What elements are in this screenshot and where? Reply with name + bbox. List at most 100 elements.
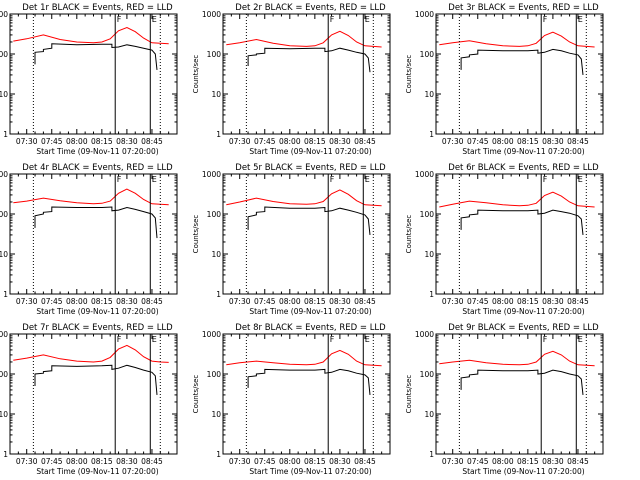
plot-frame: [9, 13, 178, 135]
x-tick-label: 08:45: [567, 457, 589, 466]
x-tick-label: 08:45: [567, 137, 589, 146]
x-tick-label: 08:45: [354, 457, 376, 466]
panel-9: Det 9r BLACK = Events, RED = LLD F E 1 10 100…: [405, 323, 604, 476]
plot-frame: [9, 333, 178, 455]
x-tick-label: 07:45: [41, 297, 63, 306]
events-series-line: [247, 368, 371, 395]
x-tick-label: 07:45: [254, 297, 276, 306]
x-axis-label: Start Time (09-Nov-11 07:20:00): [249, 147, 371, 156]
y-tick-label: 1000: [415, 10, 434, 19]
y-tick-label: 10: [211, 90, 221, 99]
x-tick-label: 08:30: [116, 137, 138, 146]
panel-3: Det 3r BLACK = Events, RED = LLD F E 1 10 100…: [405, 3, 604, 156]
y-tick-label: 10: [424, 250, 434, 259]
x-tick-label: 08:45: [141, 297, 163, 306]
y-axis-label: Counts/sec: [405, 55, 413, 94]
y-tick-label: 1: [3, 130, 8, 139]
lld-series-line: [439, 31, 595, 48]
marker-label: F: [543, 335, 548, 344]
y-tick-label: 10: [211, 410, 221, 419]
x-tick-label: 08:30: [542, 137, 564, 146]
y-tick-label: 100: [0, 50, 8, 59]
y-tick-label: 1000: [0, 330, 8, 339]
marker-label: E: [365, 175, 370, 184]
x-tick-label: 07:45: [254, 457, 276, 466]
x-axis-label: Start Time (09-Nov-11 07:20:00): [36, 467, 158, 476]
lld-series-line: [13, 26, 169, 45]
x-tick-label: 08:15: [91, 137, 113, 146]
y-tick-label: 1000: [415, 170, 434, 179]
marker-label: E: [152, 335, 157, 344]
events-series-line: [247, 206, 371, 235]
x-tick-label: 08:00: [492, 297, 514, 306]
panel-title: Det 1r BLACK = Events, RED = LLD: [22, 3, 173, 13]
panel-title: Det 6r BLACK = Events, RED = LLD: [448, 163, 599, 173]
y-tick-label: 1000: [0, 10, 8, 19]
x-tick-label: 08:45: [141, 137, 163, 146]
lld-series-line: [226, 349, 382, 367]
marker-label: F: [543, 15, 548, 24]
x-tick-label: 07:30: [442, 137, 464, 146]
x-tick-label: 07:30: [229, 137, 251, 146]
events-series-line: [34, 43, 158, 70]
lld-series-line: [13, 344, 169, 363]
x-tick-label: 07:30: [16, 297, 38, 306]
x-tick-label: 08:15: [517, 137, 539, 146]
x-tick-label: 08:00: [66, 457, 88, 466]
y-axis-label: Counts/sec: [192, 215, 200, 254]
marker-label: F: [543, 175, 548, 184]
x-tick-label: 08:15: [91, 297, 113, 306]
x-tick-label: 08:30: [116, 457, 138, 466]
x-axis-label: Start Time (09-Nov-11 07:20:00): [36, 307, 158, 316]
y-tick-label: 10: [0, 90, 8, 99]
marker-label: F: [330, 15, 335, 24]
x-tick-label: 08:15: [304, 137, 326, 146]
y-tick-label: 100: [207, 370, 222, 379]
events-series-line: [460, 48, 584, 75]
x-tick-label: 08:00: [492, 137, 514, 146]
plot-frame: [222, 173, 391, 295]
x-tick-label: 07:45: [41, 457, 63, 466]
events-series-line: [34, 206, 158, 239]
x-tick-label: 08:15: [91, 457, 113, 466]
y-tick-label: 1: [429, 130, 434, 139]
y-tick-label: 100: [0, 370, 8, 379]
x-axis-label: Start Time (09-Nov-11 07:20:00): [462, 147, 584, 156]
x-axis-label: Start Time (09-Nov-11 07:20:00): [462, 467, 584, 476]
plot-frame: [435, 333, 604, 455]
x-tick-label: 07:30: [229, 297, 251, 306]
panel-6: Det 6r BLACK = Events, RED = LLD F E 1 10 100…: [405, 163, 604, 316]
y-tick-label: 1: [216, 290, 221, 299]
lld-series-line: [13, 188, 169, 206]
plot-frame: [9, 173, 178, 295]
panel-1: Det 1r BLACK = Events, RED = LLD F E 1 10 100…: [0, 3, 178, 156]
y-tick-label: 1: [3, 290, 8, 299]
x-tick-label: 07:30: [442, 297, 464, 306]
x-tick-label: 08:30: [116, 297, 138, 306]
plot-frame: [222, 333, 391, 455]
x-tick-label: 08:45: [567, 297, 589, 306]
y-tick-label: 10: [0, 250, 8, 259]
x-tick-label: 07:30: [229, 457, 251, 466]
x-tick-label: 08:45: [141, 457, 163, 466]
y-tick-label: 100: [420, 370, 435, 379]
x-tick-label: 08:00: [492, 457, 514, 466]
y-tick-label: 1: [429, 450, 434, 459]
panel-title: Det 2r BLACK = Events, RED = LLD: [235, 3, 386, 13]
plot-frame: [435, 173, 604, 295]
plot-frame: [435, 13, 604, 135]
x-tick-label: 08:45: [354, 137, 376, 146]
x-tick-label: 08:00: [279, 457, 301, 466]
y-tick-label: 1: [429, 290, 434, 299]
events-series-line: [460, 209, 584, 235]
marker-label: E: [578, 175, 583, 184]
x-tick-label: 08:00: [279, 137, 301, 146]
y-tick-label: 1: [216, 450, 221, 459]
events-series-line: [34, 364, 158, 395]
y-tick-label: 100: [0, 210, 8, 219]
x-tick-label: 08:15: [517, 297, 539, 306]
events-series-line: [247, 47, 371, 73]
x-tick-label: 08:15: [517, 457, 539, 466]
y-tick-label: 100: [207, 50, 222, 59]
